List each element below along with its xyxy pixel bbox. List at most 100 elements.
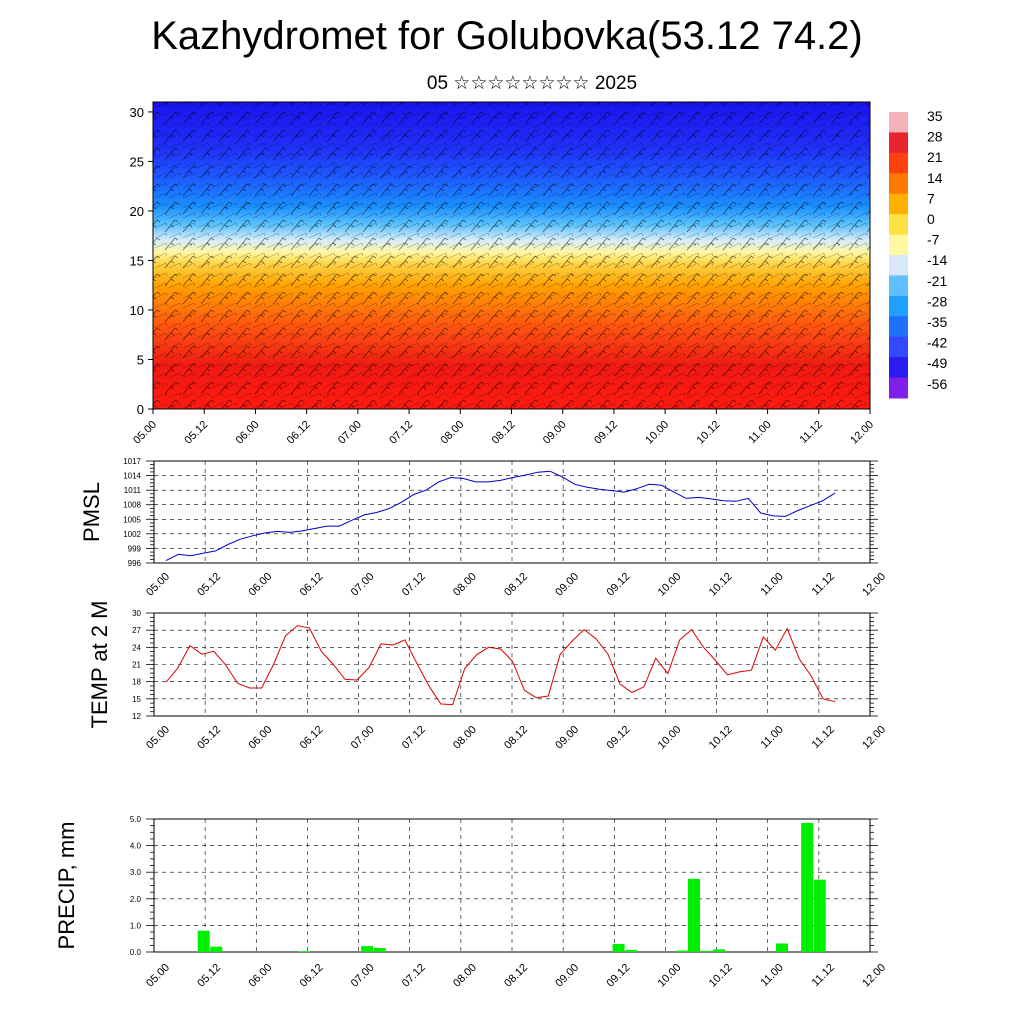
y-tick-label: 20 bbox=[130, 204, 144, 219]
precip-bar bbox=[210, 946, 223, 952]
colorbar-swatch bbox=[889, 234, 908, 256]
colorbar-label: 14 bbox=[927, 170, 943, 186]
colorbar-label: -14 bbox=[927, 252, 947, 268]
y-tick-label: 1005 bbox=[123, 515, 141, 524]
y-tick-label: 30 bbox=[130, 105, 144, 120]
colorbar-label: 7 bbox=[927, 190, 935, 206]
x-tick-label: 11.00 bbox=[758, 724, 785, 751]
x-tick-label: 05.00 bbox=[144, 724, 172, 752]
x-tick-label: 10.12 bbox=[707, 962, 735, 990]
x-tick-label: 09.00 bbox=[553, 724, 581, 752]
precip-bar bbox=[612, 944, 625, 952]
x-tick-label: 12.00 bbox=[860, 571, 888, 599]
x-tick-label: 06.12 bbox=[298, 571, 326, 599]
x-tick-label: 07.00 bbox=[349, 962, 377, 990]
y-tick-label: 1008 bbox=[123, 501, 141, 510]
precip-bar bbox=[700, 950, 713, 952]
x-tick-label: 11.00 bbox=[758, 962, 785, 989]
y-tick-label: 1014 bbox=[123, 472, 141, 481]
y-tick-label: 996 bbox=[128, 559, 142, 568]
x-tick-label: 12.00 bbox=[848, 419, 876, 447]
colorbar-label: 0 bbox=[927, 211, 935, 227]
y-axis-title: PRECIP, mm bbox=[54, 822, 79, 950]
x-tick-label: 08.12 bbox=[502, 571, 530, 599]
x-tick-label: 08.00 bbox=[451, 571, 479, 599]
x-tick-label: 10.12 bbox=[695, 419, 723, 447]
colorbar-swatch bbox=[889, 275, 908, 297]
wind-barbs-fine bbox=[153, 102, 870, 409]
colorbar-swatch bbox=[889, 193, 908, 215]
y-tick-label: 0.0 bbox=[130, 948, 142, 957]
colorbar-label: -28 bbox=[927, 293, 947, 309]
precip-bar bbox=[625, 949, 638, 952]
x-tick-label: 07.00 bbox=[336, 419, 364, 447]
y-tick-label: 12 bbox=[132, 712, 141, 721]
colorbar-label: -49 bbox=[927, 355, 947, 371]
y-tick-label: 5.0 bbox=[130, 815, 142, 824]
x-tick-label: 08.00 bbox=[438, 419, 466, 447]
x-tick-label: 07.00 bbox=[349, 724, 377, 752]
x-tick-label: 11.12 bbox=[810, 962, 837, 989]
colorbar-label: -21 bbox=[927, 273, 947, 289]
x-tick-label: 07.12 bbox=[400, 962, 428, 990]
precip-bar bbox=[298, 951, 311, 952]
x-tick-label: 09.00 bbox=[553, 571, 581, 599]
chart-title: Kazhydromet for Golubovka(53.12 74.2) bbox=[151, 14, 863, 58]
y-tick-label: 0 bbox=[137, 402, 144, 417]
x-tick-label: 09.12 bbox=[592, 419, 620, 447]
x-tick-label: 05.12 bbox=[195, 962, 223, 990]
x-tick-label: 08.12 bbox=[502, 962, 530, 990]
precip-bar bbox=[801, 822, 814, 952]
x-tick-label: 06.12 bbox=[298, 724, 326, 752]
x-tick-label: 11.12 bbox=[810, 724, 837, 751]
chart-subtitle: 05 ☆☆☆☆☆☆☆☆ 2025 bbox=[426, 73, 638, 94]
x-tick-label: 05.00 bbox=[131, 419, 159, 447]
x-tick-label: 07.12 bbox=[400, 724, 428, 752]
precip-bar bbox=[813, 879, 826, 952]
colorbar-label: 21 bbox=[927, 149, 943, 165]
x-tick-label: 11.00 bbox=[746, 419, 773, 446]
y-tick-label: 27 bbox=[132, 626, 141, 635]
precip-bar bbox=[361, 946, 374, 952]
x-tick-label: 10.00 bbox=[656, 724, 684, 752]
x-tick-label: 10.12 bbox=[707, 571, 735, 599]
x-tick-label: 05.12 bbox=[182, 419, 210, 447]
precip-bar bbox=[197, 930, 210, 952]
colorbar-label: -42 bbox=[927, 335, 947, 351]
colorbar-swatch bbox=[889, 255, 908, 276]
x-tick-label: 05.12 bbox=[195, 724, 223, 752]
y-tick-label: 21 bbox=[132, 661, 141, 670]
x-tick-label: 06.00 bbox=[246, 571, 274, 599]
colorbar-swatch bbox=[889, 132, 908, 154]
colorbar-label: -56 bbox=[927, 376, 947, 392]
colorbar-swatch bbox=[889, 336, 908, 358]
x-tick-label: 06.12 bbox=[298, 962, 326, 990]
x-tick-label: 09.00 bbox=[553, 962, 581, 990]
x-tick-label: 09.12 bbox=[604, 962, 632, 990]
pmsl-series-line bbox=[165, 470, 836, 562]
colorbar-swatch bbox=[889, 377, 908, 399]
x-tick-label: 08.12 bbox=[490, 419, 518, 447]
precip-bar bbox=[675, 950, 688, 952]
y-tick-label: 15 bbox=[132, 695, 141, 704]
x-tick-label: 07.00 bbox=[349, 571, 377, 599]
colorbar-swatch bbox=[889, 152, 908, 174]
x-tick-label: 09.12 bbox=[604, 571, 632, 599]
precip-bar bbox=[713, 949, 726, 952]
y-axis-title: TEMP at 2 M bbox=[87, 601, 112, 729]
y-tick-label: 24 bbox=[132, 643, 141, 652]
y-tick-label: 18 bbox=[132, 678, 141, 687]
x-tick-label: 07.12 bbox=[387, 419, 415, 447]
y-tick-label: 3.0 bbox=[130, 868, 142, 877]
x-tick-label: 10.00 bbox=[643, 419, 671, 447]
y-tick-label: 25 bbox=[130, 154, 144, 169]
y-tick-label: 30 bbox=[132, 609, 141, 618]
x-tick-label: 08.00 bbox=[451, 962, 479, 990]
precip-bar bbox=[776, 943, 788, 952]
colorbar-label: 28 bbox=[927, 129, 943, 145]
y-tick-label: 4.0 bbox=[130, 842, 142, 851]
x-tick-label: 07.12 bbox=[400, 571, 428, 599]
y-tick-label: 1011 bbox=[124, 486, 142, 495]
x-tick-label: 11.12 bbox=[810, 571, 837, 598]
